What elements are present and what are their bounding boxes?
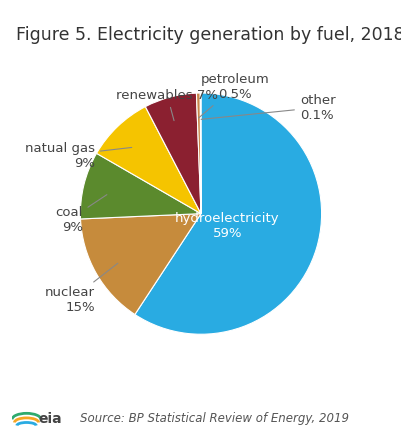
Text: hydroelectricity
59%: hydroelectricity 59% [175,212,279,240]
Wedge shape [134,93,321,334]
Text: nuclear
15%: nuclear 15% [45,263,117,314]
Wedge shape [96,107,200,214]
Text: natual gas
9%: natual gas 9% [25,142,132,170]
Wedge shape [196,93,200,214]
Text: other
0.1%: other 0.1% [200,93,335,122]
Text: Source: BP Statistical Review of Energy, 2019: Source: BP Statistical Review of Energy,… [80,412,348,425]
Text: Figure 5. Electricity generation by fuel, 2018: Figure 5. Electricity generation by fuel… [16,26,401,44]
Wedge shape [80,153,200,219]
Text: petroleum
0.5%: petroleum 0.5% [198,73,269,118]
Text: coal
9%: coal 9% [55,194,107,234]
Text: eia: eia [38,412,62,426]
Text: renewables 7%: renewables 7% [116,89,218,121]
Wedge shape [80,214,200,314]
Wedge shape [145,93,200,214]
